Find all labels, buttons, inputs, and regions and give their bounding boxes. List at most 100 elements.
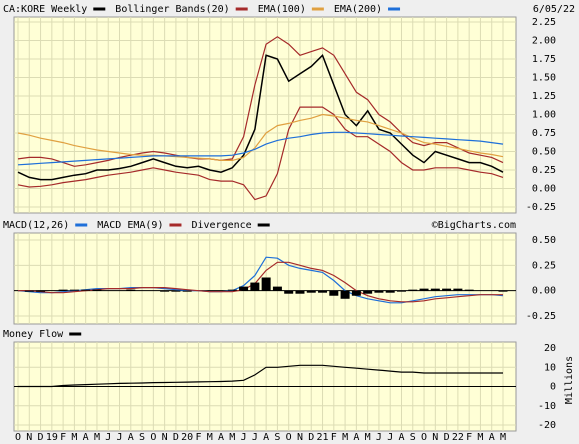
x-tick-label: A	[489, 432, 495, 443]
x-tick-label: M	[342, 432, 348, 443]
credit: ©BigCharts.com	[432, 220, 516, 231]
y-tick-label: 0.00	[532, 184, 556, 195]
divergence-bar	[182, 290, 192, 292]
divergence-bar	[160, 290, 170, 292]
divergence-bar	[126, 289, 136, 291]
series-line	[18, 364, 503, 388]
x-tick-label: 21	[317, 432, 329, 443]
divergence-bar	[329, 290, 339, 296]
x-tick-label: M	[500, 432, 506, 443]
legend-label: Money Flow	[3, 329, 64, 340]
x-tick-label: M	[477, 432, 483, 443]
divergence-bar	[396, 290, 406, 292]
x-tick-label: D	[308, 432, 314, 443]
divergence-bar	[498, 290, 508, 292]
x-tick-label: O	[286, 432, 292, 443]
x-tick-label: N	[297, 432, 303, 443]
divergence-bar	[464, 289, 474, 291]
y-tick-label: 10	[544, 362, 556, 373]
x-tick-label: O	[150, 432, 156, 443]
divergence-bar	[318, 290, 328, 293]
divergence-bar	[351, 290, 361, 296]
x-tick-label: M	[229, 432, 235, 443]
y-tick-label: 1.00	[532, 110, 556, 121]
y-axis-label: Millions	[564, 356, 575, 404]
divergence-bar	[227, 289, 237, 291]
x-tick-label: J	[105, 432, 111, 443]
divergence-bar	[272, 286, 282, 291]
y-tick-label: 0.50	[532, 235, 556, 246]
x-tick-label: 19	[46, 432, 58, 443]
x-tick-label: F	[331, 432, 337, 443]
x-tick-label: S	[139, 432, 145, 443]
x-tick-label: A	[398, 432, 404, 443]
y-tick-label: -0.25	[526, 202, 556, 213]
legend-label: CA:KORE Weekly	[3, 4, 87, 15]
x-tick-label: M	[71, 432, 77, 443]
divergence-bar	[284, 290, 294, 294]
divergence-bar	[81, 289, 91, 291]
x-tick-label: 22	[452, 432, 464, 443]
x-tick-label: J	[241, 432, 247, 443]
x-tick-label: F	[466, 432, 472, 443]
x-tick-label: 20	[181, 432, 193, 443]
x-tick-label: S	[410, 432, 416, 443]
x-tick-label: M	[365, 432, 371, 443]
y-tick-label: 0.50	[532, 147, 556, 158]
x-tick-label: J	[116, 432, 122, 443]
x-tick-label: J	[252, 432, 258, 443]
series-line	[17, 36, 504, 167]
divergence-bar	[250, 282, 260, 291]
y-tick-label: 2.25	[532, 17, 556, 28]
y-tick-label: -10	[538, 401, 556, 412]
divergence-bar	[36, 290, 46, 292]
x-tick-label: J	[376, 432, 382, 443]
divergence-bar	[239, 286, 249, 291]
divergence-bar	[92, 289, 102, 291]
divergence-bar	[69, 289, 79, 291]
x-tick-label: O	[421, 432, 427, 443]
divergence-bar	[419, 288, 429, 291]
y-tick-label: 2.00	[532, 36, 556, 47]
x-tick-label: J	[387, 432, 393, 443]
x-tick-label: D	[173, 432, 179, 443]
series-line	[17, 256, 504, 304]
y-tick-label: 0.00	[532, 286, 556, 297]
divergence-bar	[261, 277, 271, 291]
y-tick-label: 0.25	[532, 165, 556, 176]
y-tick-label: -20	[538, 420, 556, 431]
series-line	[17, 53, 504, 181]
y-tick-label: -0.25	[526, 311, 556, 322]
legend-label: EMA(200)	[334, 4, 382, 15]
divergence-bar	[340, 290, 350, 299]
divergence-bar	[363, 290, 373, 294]
legend-label: MACD EMA(9)	[97, 220, 163, 231]
divergence-bar	[442, 288, 452, 291]
x-tick-label: S	[274, 432, 280, 443]
divergence-bar	[295, 290, 305, 294]
divergence-bar	[408, 289, 418, 291]
series-line	[17, 113, 504, 161]
y-tick-label: 1.75	[532, 54, 556, 65]
y-tick-label: 1.50	[532, 73, 556, 84]
x-tick-label: O	[15, 432, 21, 443]
legend-label: EMA(100)	[258, 4, 306, 15]
y-tick-label: 20	[544, 343, 556, 354]
x-tick-label: F	[195, 432, 201, 443]
y-tick-label: 0	[550, 382, 556, 393]
x-tick-label: A	[128, 432, 134, 443]
x-tick-label: N	[26, 432, 32, 443]
x-tick-label: M	[94, 432, 100, 443]
divergence-bar	[385, 290, 395, 293]
divergence-bar	[24, 290, 34, 292]
series-line	[17, 106, 504, 201]
chart-date: 6/05/22	[533, 4, 575, 15]
divergence-bar	[453, 288, 463, 291]
legend-label: MACD(12,26)	[3, 220, 69, 231]
x-tick-label: D	[38, 432, 44, 443]
x-tick-label: F	[60, 432, 66, 443]
divergence-bar	[374, 290, 384, 293]
divergence-bar	[430, 288, 440, 291]
divergence-bar	[171, 290, 181, 292]
